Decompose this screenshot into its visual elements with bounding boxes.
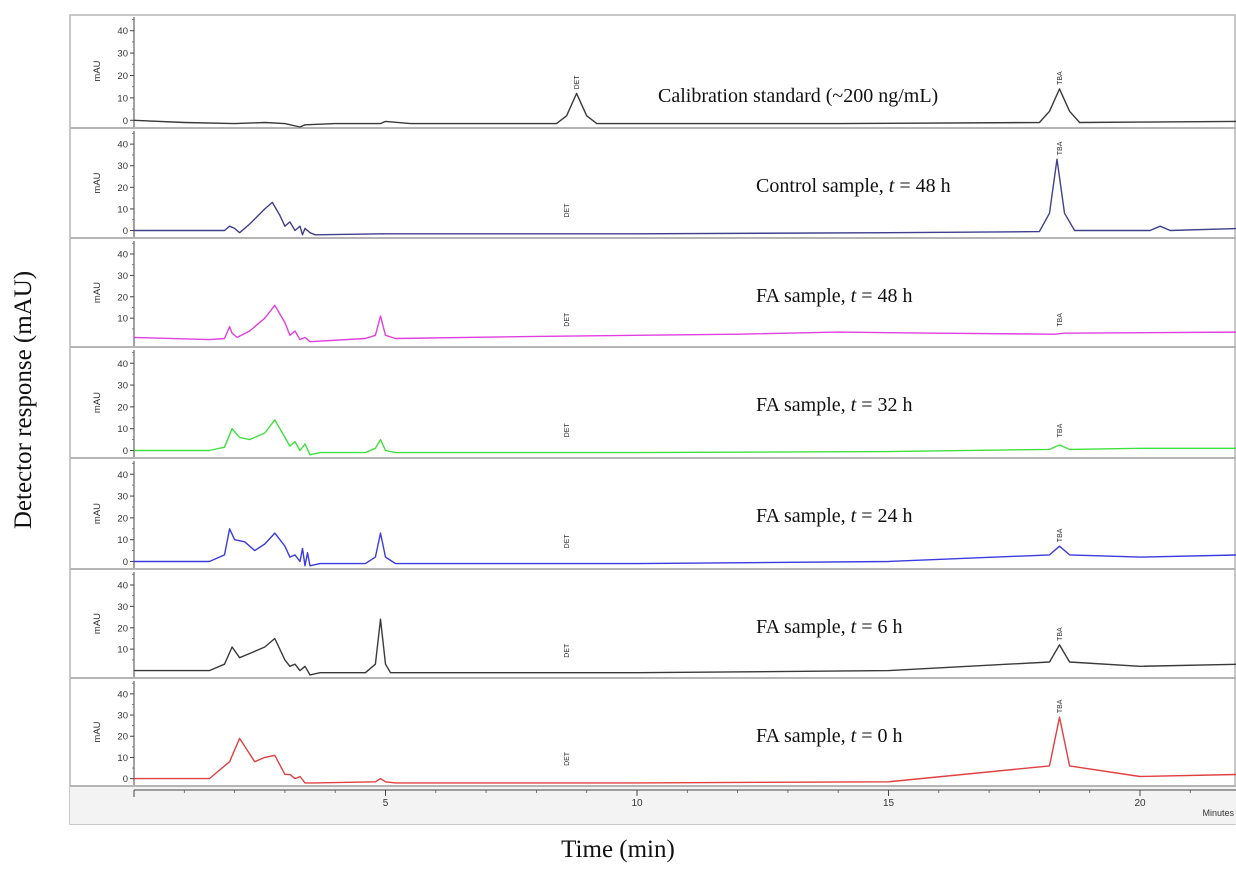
panel-0-ytick-label: 10 <box>117 93 128 104</box>
panel-2-ytick-label: 10 <box>117 314 128 325</box>
panel-4-peak-label-tba: TBA <box>1057 528 1064 542</box>
panel-4-peak-label-det: DET <box>564 534 571 549</box>
panel-6-ytick-label: 30 <box>117 711 128 722</box>
x-tick-label: 15 <box>883 798 895 809</box>
panel-6-trace <box>134 716 1236 784</box>
panel-3-ylabel: mAU <box>92 392 103 413</box>
panel-0-ytick-label: 40 <box>117 26 128 37</box>
panel-4-annotation: FA sample, t = 24 h <box>756 505 912 527</box>
panel-1-peak-label-det: DET <box>564 203 571 218</box>
panel-4-ytick-label: 40 <box>117 470 128 481</box>
panel-6-ytick-label: 40 <box>117 689 128 700</box>
y-axis-label-container: Detector response (mAU) <box>0 0 48 800</box>
panel-3-peak-label-tba: TBA <box>1057 423 1064 437</box>
panel-5-ylabel: mAU <box>92 613 103 634</box>
panel-5-annotation: FA sample, t = 6 h <box>756 616 902 638</box>
panel-4-ytick-label: 0 <box>123 557 128 568</box>
panel-5-ytick-label: 30 <box>117 602 128 613</box>
panel-3-ytick-label: 0 <box>123 446 128 457</box>
panel-3-ytick-label: 30 <box>117 381 128 392</box>
panel-0-ytick-label: 20 <box>117 71 128 82</box>
panel-6-peak-label-tba: TBA <box>1057 699 1064 713</box>
panel-0-peak-label-tba: TBA <box>1057 71 1064 85</box>
panel-4-ytick-label: 10 <box>117 535 128 546</box>
panel-0-ytick-label: 0 <box>123 116 128 127</box>
panel-2-ylabel: mAU <box>92 282 103 303</box>
panel-6-ytick-label: 0 <box>123 774 128 785</box>
panel-1-trace <box>134 158 1236 236</box>
panel-1-ytick-label: 40 <box>117 140 128 151</box>
panel-3-ytick-label: 10 <box>117 424 128 435</box>
panel-4-ytick-label: 20 <box>117 513 128 524</box>
panel-5-peak-label-det: DET <box>564 643 571 658</box>
panel-5-peak-label-tba: TBA <box>1057 627 1064 641</box>
panel-3-annotation: FA sample, t = 32 h <box>756 394 912 416</box>
panel-2-annotation: FA sample, t = 48 h <box>756 285 912 307</box>
panel-4-ytick-label: 30 <box>117 492 128 503</box>
panel-0-ytick-label: 30 <box>117 49 128 60</box>
panel-5-ytick-label: 10 <box>117 645 128 656</box>
panel-6-annotation: FA sample, t = 0 h <box>756 725 902 747</box>
y-axis-label: Detector response (mAU) <box>10 270 37 530</box>
x-axis-band <box>70 786 1236 824</box>
panel-6-ylabel: mAU <box>92 721 103 742</box>
panel-3-ytick-label: 40 <box>117 359 128 370</box>
panel-3-trace <box>134 419 1236 456</box>
panel-1-peak-label-tba: TBA <box>1057 141 1064 155</box>
panel-3-peak-label-det: DET <box>564 423 571 438</box>
panel-0-ylabel: mAU <box>92 60 103 81</box>
panel-1-ytick-label: 20 <box>117 183 128 194</box>
panel-6-peak-label-det: DET <box>564 751 571 766</box>
panel-2-peak-label-tba: TBA <box>1057 313 1064 327</box>
panel-0-trace <box>133 88 1236 128</box>
panel-0-annotation: Calibration standard (~200 ng/mL) <box>658 85 938 107</box>
panel-4-ylabel: mAU <box>92 503 103 524</box>
panel-2-peak-label-det: DET <box>564 312 571 327</box>
x-axis-unit-label: Minutes <box>1202 808 1234 818</box>
panel-1-ytick-label: 10 <box>117 204 128 215</box>
panel-5-ytick-label: 20 <box>117 623 128 634</box>
x-tick-label: 10 <box>631 798 643 809</box>
panel-1-ylabel: mAU <box>92 172 103 193</box>
panel-6-ytick-label: 10 <box>117 753 128 764</box>
panel-1-ytick-label: 0 <box>123 226 128 237</box>
panel-6-ytick-label: 20 <box>117 732 128 743</box>
panel-2-ytick-label: 20 <box>117 292 128 303</box>
panel-2-trace <box>133 304 1236 343</box>
x-tick-label: 20 <box>1134 798 1146 809</box>
panel-2-ytick-label: 40 <box>117 249 128 260</box>
panel-5-ytick-label: 40 <box>117 580 128 591</box>
panel-1-ytick-label: 30 <box>117 161 128 172</box>
x-tick-label: 5 <box>383 798 389 809</box>
panel-3-ytick-label: 20 <box>117 402 128 413</box>
panel-1-annotation: Control sample, t = 48 h <box>756 175 951 197</box>
panel-4-trace <box>134 528 1236 567</box>
x-axis-label: Time (min) <box>561 836 675 863</box>
panel-0-peak-label-det: DET <box>574 75 581 90</box>
panel-5-trace <box>134 618 1236 676</box>
panel-2-ytick-label: 30 <box>117 271 128 282</box>
